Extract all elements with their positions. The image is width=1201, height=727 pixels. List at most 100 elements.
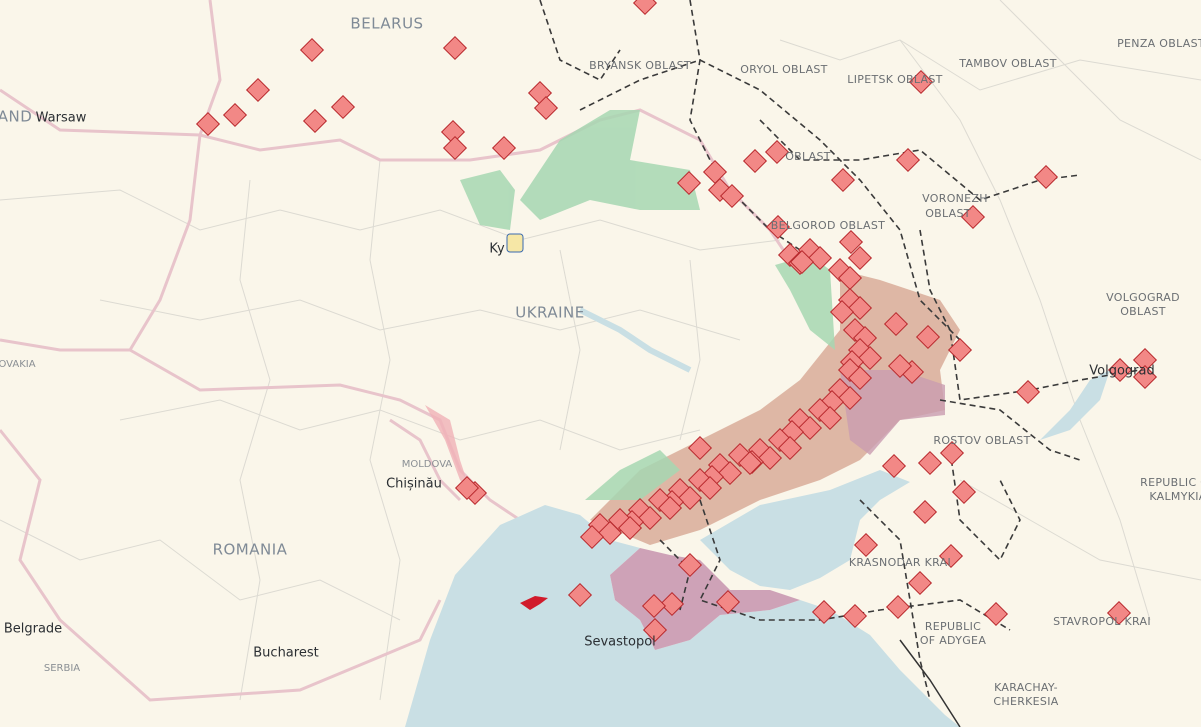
black-sea [405,505,960,727]
ship-icon [520,596,548,610]
event-marker[interactable] [842,603,868,629]
event-marker[interactable] [657,495,683,521]
event-marker[interactable] [777,435,803,461]
event-marker[interactable] [676,170,702,196]
event-marker[interactable] [837,265,863,291]
event-marker[interactable] [677,552,703,578]
event-marker[interactable] [829,299,855,325]
event-marker[interactable] [642,617,668,643]
event-marker[interactable] [195,111,221,137]
event-marker[interactable] [811,599,837,625]
event-marker[interactable] [938,543,964,569]
event-marker[interactable] [853,532,879,558]
place-label: OVAKIA [0,359,36,370]
event-marker[interactable] [907,570,933,596]
event-marker[interactable] [222,102,248,128]
place-label: ORYOL OBLAST [740,63,827,76]
event-marker[interactable] [1033,164,1059,190]
event-marker[interactable] [715,589,741,615]
coast-border [899,639,961,727]
event-marker[interactable] [960,204,986,230]
event-marker[interactable] [617,515,643,541]
event-marker[interactable] [719,183,745,209]
event-marker[interactable] [579,524,605,550]
event-marker[interactable] [533,95,559,121]
place-label: VORONEZH [922,192,988,205]
event-marker[interactable] [885,594,911,620]
event-marker[interactable] [847,295,873,321]
event-marker[interactable] [789,249,815,275]
place-label: MOLDOVA [402,459,453,470]
place-label: OBLAST [1120,305,1166,318]
event-marker[interactable] [1132,347,1158,373]
place-label: UKRAINE [515,304,585,322]
place-label: KRASNODAR KRAI [849,556,951,569]
event-marker[interactable] [817,405,843,431]
event-marker[interactable] [887,353,913,379]
event-marker[interactable] [807,245,833,271]
event-marker[interactable] [632,0,658,16]
place-label: ROSTOV OBLAST [933,434,1030,447]
oblast-borders [0,0,1201,701]
event-marker[interactable] [697,475,723,501]
event-marker[interactable] [765,214,791,240]
event-marker[interactable] [881,453,907,479]
event-marker[interactable] [717,460,743,486]
event-marker[interactable] [454,475,480,501]
event-marker[interactable] [908,69,934,95]
event-marker[interactable] [939,440,965,466]
event-marker[interactable] [947,337,973,363]
event-marker[interactable] [442,35,468,61]
trident-icon [506,233,524,253]
event-marker[interactable] [1107,357,1133,383]
event-marker[interactable] [245,77,271,103]
event-marker[interactable] [895,147,921,173]
event-marker[interactable] [883,311,909,337]
event-marker[interactable] [838,229,864,255]
event-marker[interactable] [857,345,883,371]
event-marker[interactable] [764,139,790,165]
event-marker[interactable] [440,119,466,145]
event-marker[interactable] [742,148,768,174]
event-marker[interactable] [797,415,823,441]
event-marker[interactable] [491,135,517,161]
event-marker[interactable] [917,450,943,476]
event-marker[interactable] [830,167,856,193]
place-label: BELARUS [350,15,423,33]
place-label: STAVROPOL KRAI [1053,615,1151,628]
place-label: Sevastopol [584,635,656,650]
event-marker[interactable] [641,593,667,619]
event-marker[interactable] [951,479,977,505]
event-marker[interactable] [567,582,593,608]
place-label: PENZA OBLAST [1117,37,1201,50]
event-marker[interactable] [299,37,325,63]
event-marker[interactable] [912,499,938,525]
event-marker[interactable] [1106,600,1132,626]
event-marker[interactable] [757,445,783,471]
event-marker[interactable] [915,324,941,350]
event-marker[interactable] [677,485,703,511]
event-marker[interactable] [597,520,623,546]
place-label: OBLAST [925,207,971,220]
event-marker[interactable] [847,365,873,391]
transnistria [425,405,480,500]
event-marker[interactable] [637,505,663,531]
place-label: BRYANSK OBLAST [589,59,691,72]
reservoir [1040,370,1110,440]
place-label: CHERKESIA [993,695,1058,708]
event-marker[interactable] [442,135,468,161]
event-marker[interactable] [302,108,328,134]
river [578,307,692,373]
event-marker[interactable] [687,435,713,461]
event-marker[interactable] [702,159,728,185]
event-marker[interactable] [1015,379,1041,405]
event-marker[interactable] [737,450,763,476]
event-marker[interactable] [1132,364,1158,390]
event-marker[interactable] [659,591,685,617]
event-marker[interactable] [837,385,863,411]
event-marker[interactable] [983,601,1009,627]
event-marker[interactable] [330,94,356,120]
place-label: OF ADYGEA [920,634,986,647]
event-marker[interactable] [847,245,873,271]
